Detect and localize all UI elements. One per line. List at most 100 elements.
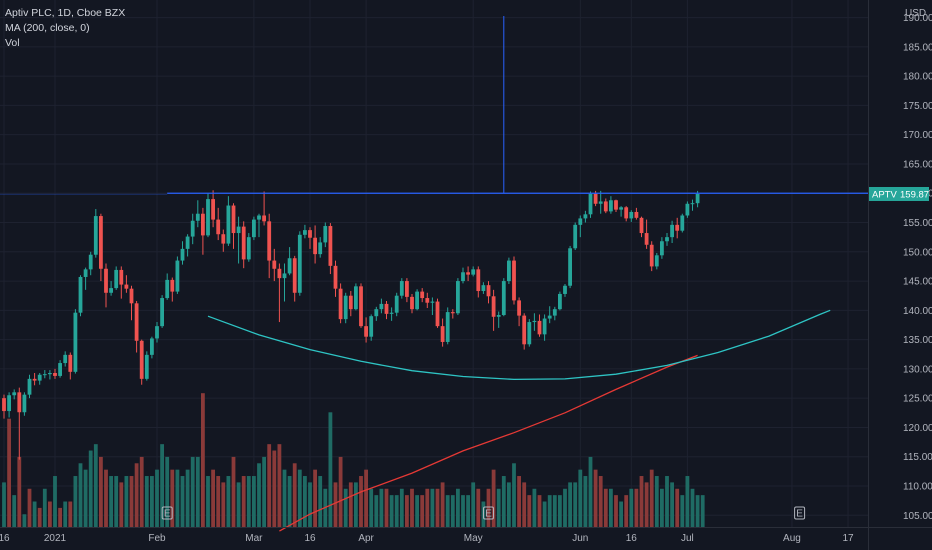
- volume-bar: [415, 495, 419, 527]
- volume-bar: [109, 476, 113, 527]
- candle-body: [598, 201, 603, 204]
- candle-body: [644, 233, 649, 245]
- volume-label[interactable]: Vol: [5, 37, 20, 49]
- candle-body: [603, 201, 608, 212]
- candle-body: [93, 216, 98, 255]
- grid: [0, 0, 868, 527]
- curve-path: [207, 309, 831, 381]
- volume-bar: [53, 476, 57, 527]
- candle-body: [639, 217, 644, 234]
- date-tick-label: Jul: [681, 533, 694, 544]
- volume-bar: [614, 495, 618, 527]
- candle-body: [685, 203, 690, 216]
- candle-body: [680, 215, 685, 231]
- candle-body: [690, 203, 695, 205]
- volume-bar: [476, 488, 481, 527]
- candle-body: [267, 221, 272, 261]
- volume-bar: [700, 495, 705, 527]
- earnings-icon-label: E: [164, 509, 171, 520]
- candle-body: [354, 286, 358, 310]
- date-tick-label: Aug: [783, 533, 801, 544]
- candle-body: [471, 269, 476, 275]
- volume-bar: [206, 476, 210, 527]
- candle-body: [629, 211, 634, 219]
- candle-body: [532, 320, 537, 323]
- volume-bar: [226, 476, 231, 527]
- volume-bar: [190, 456, 195, 527]
- volume-bar: [491, 469, 496, 527]
- candle-body: [42, 374, 47, 376]
- volume-bar: [552, 495, 557, 527]
- volume-bar: [73, 476, 78, 527]
- candle-body: [359, 286, 363, 327]
- volume-bar: [160, 444, 164, 527]
- candle-body: [568, 248, 572, 286]
- volume-bar: [547, 495, 552, 527]
- volume-bar: [675, 488, 680, 527]
- candle-body: [323, 226, 328, 243]
- price-tick-label: 150.00: [903, 247, 932, 258]
- candle-body: [547, 315, 552, 319]
- volume-bar: [445, 495, 450, 527]
- volume-bar: [522, 482, 527, 527]
- volume-bar: [180, 476, 185, 527]
- candle-body: [343, 295, 348, 320]
- candle-body: [670, 224, 674, 238]
- candle-body: [333, 265, 338, 289]
- candle-body: [104, 268, 108, 293]
- currency-label: USD: [905, 8, 926, 19]
- candle-body: [241, 226, 246, 260]
- drawing-lines[interactable]: [0, 16, 868, 195]
- volume-bar: [241, 476, 246, 527]
- earnings-icon: [483, 506, 494, 520]
- price-tick-label: 175.00: [903, 101, 932, 112]
- volume-bar: [619, 501, 623, 527]
- date-tick-label: Mar: [245, 533, 263, 544]
- candle-body: [221, 234, 226, 244]
- candle-body: [252, 219, 256, 238]
- earnings-icon: [161, 506, 173, 520]
- volume-bar: [129, 476, 134, 527]
- volume-bar: [389, 495, 394, 527]
- candle-body: [374, 309, 379, 317]
- candle-body: [292, 258, 297, 293]
- volume-bar: [496, 488, 501, 527]
- volume-bar: [486, 488, 491, 527]
- candle-body: [12, 392, 17, 396]
- price-tick-label: 155.00: [903, 218, 932, 229]
- volume-bar: [211, 469, 215, 527]
- volume-bar: [578, 469, 583, 527]
- volume-bar: [410, 488, 414, 527]
- candle-body: [420, 291, 425, 299]
- volume-bar: [598, 476, 603, 527]
- candle-body: [348, 295, 353, 310]
- volume-bar: [104, 469, 108, 527]
- candle-body: [88, 254, 93, 270]
- candle-body: [2, 398, 6, 412]
- candle-body: [68, 354, 73, 372]
- volume-bar: [420, 495, 425, 527]
- volume-bar: [297, 469, 302, 527]
- candle-body: [558, 293, 562, 310]
- volume-bar: [308, 482, 312, 527]
- volume-bar: [155, 469, 159, 527]
- volume-bar: [603, 488, 608, 527]
- candle-body: [236, 226, 241, 234]
- indicator-label[interactable]: MA (200, close, 0): [5, 22, 90, 34]
- candle-body: [440, 326, 445, 342]
- volume-bar: [364, 469, 368, 527]
- date-tick-label: 16: [626, 533, 638, 544]
- volume-bar: [27, 488, 32, 527]
- volume-bar: [78, 463, 83, 527]
- price-tick-label: 190.00: [903, 13, 932, 24]
- volume-bar: [63, 501, 68, 527]
- candle-body: [486, 285, 491, 297]
- candle-body: [660, 241, 664, 256]
- rounding-bottom-curve[interactable]: [207, 309, 831, 381]
- volume-bar: [22, 514, 27, 527]
- volume-bar: [624, 495, 629, 527]
- volume-bar: [257, 463, 261, 527]
